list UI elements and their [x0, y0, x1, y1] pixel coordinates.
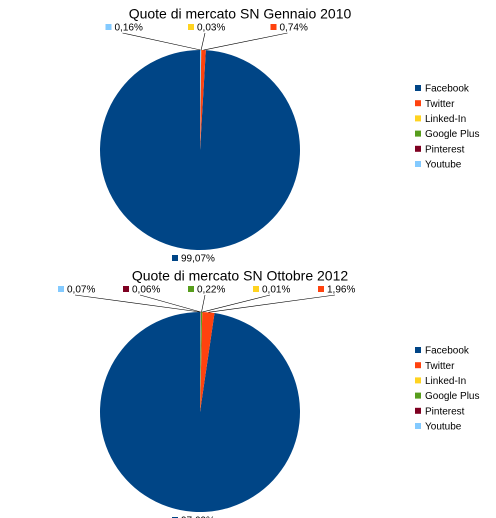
legend-label: Google Plus — [425, 129, 479, 140]
legend-label: Pinterest — [425, 406, 465, 417]
data-label: 0,06% — [132, 285, 160, 296]
data-label: 97,69% — [181, 516, 215, 518]
data-label: 0,03% — [197, 23, 225, 34]
chart-title: Quote di mercato SN Ottobre 2012 — [132, 268, 349, 284]
label-swatch — [58, 286, 64, 292]
legend-label: Youtube — [425, 160, 462, 171]
legend-label: Twitter — [425, 99, 455, 110]
label-swatch — [188, 24, 194, 30]
legend-swatch — [415, 362, 421, 369]
pie-slice — [200, 50, 202, 151]
legend-swatch — [415, 100, 421, 107]
legend-swatch — [415, 130, 421, 137]
data-label: 0,74% — [280, 23, 308, 34]
label-swatch — [105, 24, 112, 30]
legend-label: Facebook — [425, 346, 470, 357]
leader-line — [200, 32, 206, 51]
legend-swatch — [415, 407, 421, 414]
data-label: 1,96% — [327, 285, 355, 296]
leader-line — [122, 32, 201, 51]
label-swatch — [270, 24, 277, 30]
leader-line — [203, 32, 288, 51]
legend-swatch — [415, 145, 421, 152]
legend-swatch — [415, 115, 421, 122]
pie-slice — [200, 312, 201, 412]
legend-swatch — [415, 377, 421, 384]
pie-slice — [200, 50, 206, 150]
data-label: 0,22% — [197, 285, 225, 296]
data-label: 99,07% — [181, 254, 215, 265]
label-swatch — [188, 286, 194, 292]
pie-slice — [200, 50, 202, 150]
legend-swatch — [415, 423, 421, 429]
data-label: 0,01% — [262, 285, 290, 296]
legend-swatch — [415, 161, 421, 167]
pie-slice — [200, 312, 203, 412]
pie-slice — [200, 312, 203, 412]
legend-swatch — [415, 392, 421, 399]
legend-label: Linked-In — [425, 376, 466, 387]
legend-swatch — [415, 347, 421, 353]
leader-line — [202, 294, 271, 313]
pie-slice — [200, 312, 215, 412]
legend-label: Youtube — [425, 422, 462, 433]
legend-label: Facebook — [425, 84, 470, 95]
legend-label: Google Plus — [425, 391, 479, 402]
legend-label: Pinterest — [425, 144, 465, 155]
legend-swatch — [415, 85, 421, 91]
leader-line — [201, 294, 206, 313]
leader-line — [74, 294, 201, 313]
leader-line — [208, 294, 336, 313]
legend-label: Twitter — [425, 361, 455, 372]
data-label: 0,07% — [67, 285, 95, 296]
pie-slice — [99, 312, 300, 512]
label-swatch — [172, 255, 178, 261]
chart-title: Quote di mercato SN Gennaio 2010 — [129, 6, 352, 22]
legend-label: Linked-In — [425, 114, 466, 125]
label-swatch — [253, 286, 259, 292]
leader-line — [139, 294, 201, 313]
data-label: 0,16% — [115, 23, 143, 34]
label-swatch — [318, 286, 324, 292]
pie-slice — [99, 50, 300, 251]
label-swatch — [123, 286, 129, 292]
